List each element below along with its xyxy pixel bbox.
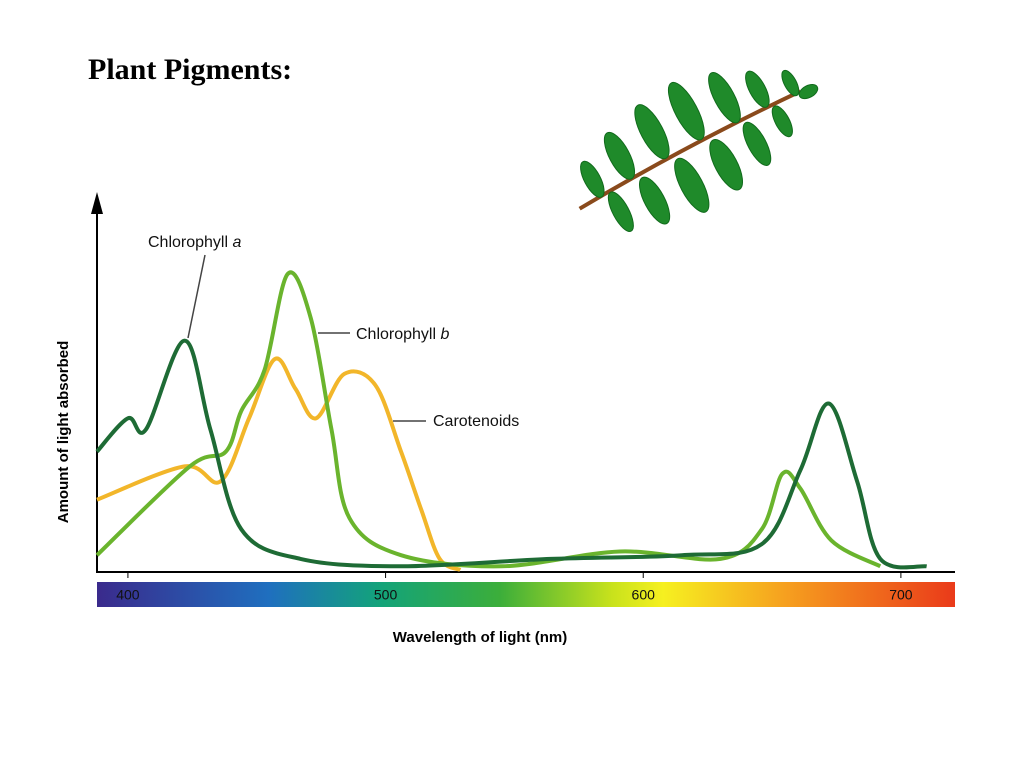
series-line — [95, 338, 927, 570]
series-line — [96, 356, 462, 572]
spectrum-bar — [97, 582, 955, 607]
x-tick-label: 700 — [889, 587, 913, 603]
slide-title: Plant Pigments: — [88, 53, 292, 86]
series-label: Chlorophyll b — [356, 326, 449, 343]
series-line — [95, 270, 882, 569]
leaf-illustration — [578, 69, 819, 232]
leader-line — [187, 254, 206, 339]
x-tick-label: 500 — [374, 587, 398, 603]
x-tick-label: 400 — [116, 587, 140, 603]
series-label: Chlorophyll a — [148, 234, 241, 251]
x-tick-label: 600 — [632, 587, 656, 603]
x-axis-label: Wavelength of light (nm) — [393, 629, 567, 646]
y-axis-arrow — [91, 192, 103, 214]
series-label: Carotenoids — [433, 413, 519, 430]
y-axis-label: Amount of light absorbed — [55, 341, 72, 523]
